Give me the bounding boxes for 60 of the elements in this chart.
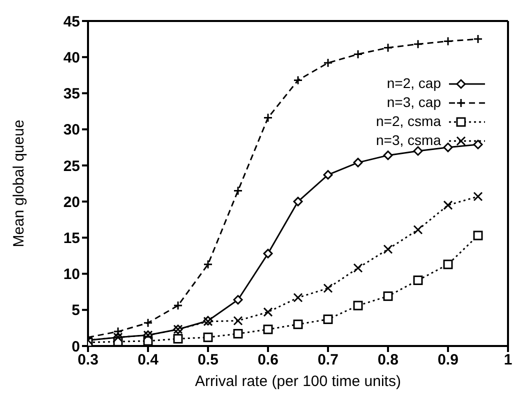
point — [173, 334, 183, 344]
x-tick-label: 0.6 — [258, 352, 278, 369]
y-tick-label: 0 — [72, 338, 80, 356]
point — [353, 158, 363, 168]
x-tick-label: 1 — [504, 352, 512, 369]
x-tick-label: 0.5 — [198, 352, 218, 369]
point — [413, 224, 423, 234]
point — [203, 332, 213, 342]
point — [173, 300, 183, 310]
point — [263, 307, 273, 317]
y-tick-label: 15 — [63, 230, 80, 247]
point — [203, 260, 213, 270]
point — [353, 300, 363, 310]
point — [293, 196, 303, 206]
y-tick-label: 40 — [63, 49, 80, 66]
x-tick-label: 0.8 — [378, 352, 398, 369]
legend-label: n=3, cap — [386, 93, 441, 112]
point — [293, 320, 303, 330]
y-tick-label: 30 — [63, 122, 80, 139]
point — [233, 328, 243, 338]
legend-label: n=2, csma — [376, 112, 441, 131]
point — [323, 314, 333, 324]
y-tick-label: 45 — [63, 13, 80, 30]
point — [233, 295, 243, 305]
y-tick-label: 25 — [63, 158, 80, 175]
y-tick-label: 10 — [63, 266, 80, 284]
point — [263, 324, 273, 334]
x-axis-title: Arrival rate (per 100 time units) — [195, 373, 401, 390]
point — [383, 291, 393, 301]
point — [233, 186, 243, 196]
y-axis-title: Mean global queue — [10, 120, 28, 248]
point — [473, 34, 483, 44]
y-tick-label: 20 — [63, 194, 80, 211]
point — [233, 316, 243, 326]
point — [143, 318, 153, 328]
point — [323, 58, 333, 68]
point — [413, 276, 423, 286]
y-tick-label: 5 — [72, 302, 80, 320]
point — [383, 150, 393, 160]
point — [413, 39, 423, 49]
point — [473, 192, 483, 202]
x-tick-label: 0.3 — [78, 352, 98, 369]
x-tick-label: 0.7 — [318, 352, 338, 369]
point — [323, 283, 333, 293]
x-tick-label: 0.9 — [438, 352, 458, 369]
x-tick-label: 0.4 — [138, 352, 160, 369]
point — [293, 292, 303, 302]
legend-label: n=3, csma — [376, 131, 441, 150]
point — [263, 248, 273, 258]
point — [443, 142, 453, 152]
legend-label: n=2, cap — [386, 74, 441, 93]
y-tick-label: 35 — [63, 86, 80, 103]
point — [383, 244, 393, 254]
point — [443, 260, 453, 270]
point — [323, 170, 333, 180]
point — [473, 140, 483, 150]
point — [413, 146, 423, 156]
point — [353, 263, 363, 273]
point — [443, 200, 453, 210]
point — [473, 230, 483, 240]
